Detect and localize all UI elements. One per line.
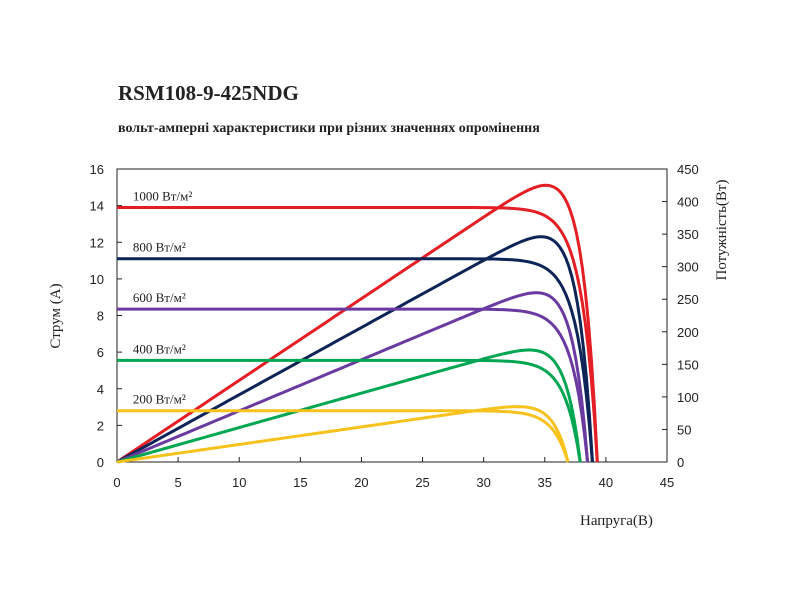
x-tick-label: 10 bbox=[232, 475, 246, 490]
y2-tick-label: 400 bbox=[677, 195, 699, 210]
x-tick-label: 30 bbox=[476, 475, 490, 490]
power-curve-1 bbox=[116, 235, 594, 464]
series-label-3: 400 Вт/м² bbox=[133, 341, 186, 356]
y2-axis-label: Потужність(Вт) bbox=[714, 180, 730, 281]
series-label-4: 200 Вт/м² bbox=[133, 392, 186, 407]
y-tick-label: 0 bbox=[97, 455, 104, 470]
y-tick-label: 8 bbox=[97, 309, 104, 324]
series-label-2: 600 Вт/м² bbox=[133, 290, 186, 305]
chart-subtitle: вольт-амперні характеристики при різних … bbox=[118, 121, 540, 136]
y2-tick-label: 150 bbox=[677, 357, 699, 372]
x-axis-label: Напруга(В) bbox=[580, 513, 653, 529]
y2-tick-label: 200 bbox=[677, 325, 699, 340]
y2-tick-label: 350 bbox=[677, 227, 699, 242]
y-tick-label: 10 bbox=[90, 272, 104, 287]
y-axis-label: Струм (А) bbox=[48, 283, 64, 348]
current-curve-3 bbox=[117, 358, 582, 463]
x-tick-label: 20 bbox=[354, 475, 368, 490]
x-tick-label: 5 bbox=[174, 475, 181, 490]
power-curve-0 bbox=[116, 183, 599, 464]
power-curve-2 bbox=[116, 291, 590, 464]
y2-tick-label: 100 bbox=[677, 390, 699, 405]
series-label-0: 1000 Вт/м² bbox=[133, 188, 192, 203]
series-label-1: 800 Вт/м² bbox=[133, 240, 186, 255]
x-tick-label: 15 bbox=[293, 475, 307, 490]
x-tick-label: 35 bbox=[538, 475, 552, 490]
current-curve-0 bbox=[117, 205, 599, 463]
y2-tick-label: 250 bbox=[677, 292, 699, 307]
chart-title: RSM108-9-425NDG bbox=[118, 81, 299, 105]
y-tick-label: 14 bbox=[90, 199, 104, 214]
current-curve-2 bbox=[117, 307, 590, 463]
y2-tick-label: 300 bbox=[677, 260, 699, 275]
y2-tick-label: 450 bbox=[677, 162, 699, 177]
y-tick-label: 2 bbox=[97, 418, 104, 433]
y-tick-label: 4 bbox=[97, 382, 104, 397]
power-curve-4 bbox=[116, 405, 570, 464]
y-tick-label: 6 bbox=[97, 345, 104, 360]
x-tick-label: 25 bbox=[415, 475, 429, 490]
y-tick-label: 12 bbox=[90, 235, 104, 250]
current-curve-1 bbox=[117, 257, 594, 463]
x-tick-label: 40 bbox=[599, 475, 613, 490]
x-tick-label: 45 bbox=[660, 475, 674, 490]
power-curve-3 bbox=[116, 348, 582, 464]
y-tick-label: 16 bbox=[90, 162, 104, 177]
y2-tick-label: 0 bbox=[677, 455, 684, 470]
x-tick-label: 0 bbox=[113, 475, 120, 490]
y2-tick-label: 50 bbox=[677, 422, 691, 437]
current-curve-4 bbox=[117, 409, 570, 463]
plot-area: 0 5 10 15 20 25 30 35 40 450246810121416050100150… bbox=[90, 162, 699, 490]
